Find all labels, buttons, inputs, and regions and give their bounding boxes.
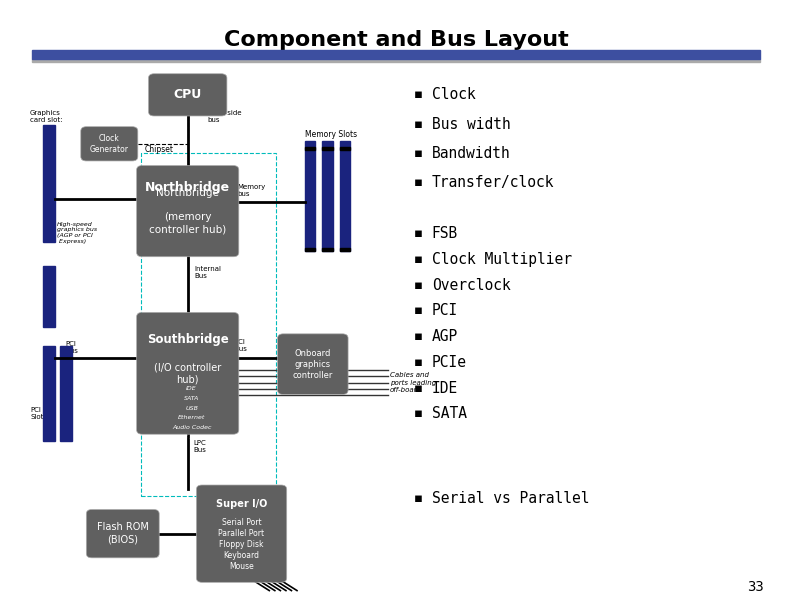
Text: ▪: ▪ [414, 381, 423, 395]
FancyBboxPatch shape [86, 509, 159, 558]
Text: Audio Codec: Audio Codec [172, 425, 211, 430]
Bar [305, 141, 315, 251]
Text: Bandwidth: Bandwidth [432, 146, 510, 161]
Text: ▪: ▪ [414, 278, 423, 292]
Text: ▪: ▪ [414, 253, 423, 266]
Bar [60, 346, 72, 441]
Text: Bus width: Bus width [432, 117, 510, 132]
Text: Graphics
card slot:: Graphics card slot: [30, 110, 63, 123]
Bar [340, 147, 350, 150]
FancyBboxPatch shape [148, 73, 227, 116]
Text: LPC
Bus: LPC Bus [193, 440, 206, 453]
Text: IDE: IDE [432, 381, 458, 395]
Bar [43, 266, 55, 327]
Text: ▪: ▪ [414, 147, 423, 160]
Text: Super I/O: Super I/O [216, 499, 267, 509]
Text: Component and Bus Layout: Component and Bus Layout [223, 30, 569, 50]
FancyBboxPatch shape [278, 334, 348, 394]
Bar [32, 50, 760, 59]
Text: Clock
Generator: Clock Generator [89, 134, 129, 154]
Bar [43, 125, 55, 242]
Text: PCI
Bus: PCI Bus [234, 339, 248, 353]
Text: IDE: IDE [186, 386, 197, 391]
FancyBboxPatch shape [136, 312, 239, 435]
Text: ▪: ▪ [414, 304, 423, 318]
Text: ▪: ▪ [414, 88, 423, 102]
Text: SATA: SATA [184, 396, 200, 401]
Text: ▪: ▪ [414, 330, 423, 343]
Text: PCI: PCI [432, 304, 458, 318]
FancyBboxPatch shape [196, 485, 287, 583]
Text: Memory
bus: Memory bus [238, 184, 265, 198]
Text: Internal
Bus: Internal Bus [194, 266, 221, 279]
Text: Southbridge: Southbridge [147, 333, 229, 346]
Text: AGP: AGP [432, 329, 458, 344]
Text: (I/O controller
hub): (I/O controller hub) [154, 362, 221, 384]
Text: Onboard
graphics
controller: Onboard graphics controller [293, 349, 333, 379]
Text: ▪: ▪ [414, 492, 423, 506]
Text: CMOS Memory: CMOS Memory [169, 435, 215, 440]
Bar [340, 141, 350, 251]
Text: ▪: ▪ [414, 407, 423, 420]
Text: Serial vs Parallel: Serial vs Parallel [432, 491, 589, 506]
Text: Memory Slots: Memory Slots [305, 130, 357, 139]
Bar [322, 147, 333, 150]
Text: PCIe: PCIe [432, 355, 466, 370]
Text: Transfer/clock: Transfer/clock [432, 176, 554, 190]
Text: Clock: Clock [432, 88, 475, 102]
Text: USB: USB [185, 406, 198, 411]
Text: SATA: SATA [432, 406, 466, 421]
Text: ▪: ▪ [414, 118, 423, 131]
Bar [322, 248, 333, 251]
Text: ▪: ▪ [414, 176, 423, 190]
Bar [305, 147, 315, 150]
Text: Northbridge

(memory
controller hub): Northbridge (memory controller hub) [149, 187, 227, 235]
Text: Chipset: Chipset [144, 146, 173, 154]
Text: Ethernet: Ethernet [178, 416, 205, 420]
Bar [322, 141, 333, 251]
Text: Northbridge: Northbridge [145, 181, 230, 195]
FancyBboxPatch shape [136, 165, 239, 257]
Text: CPU: CPU [173, 88, 202, 102]
Bar [32, 59, 760, 62]
Text: FSB: FSB [432, 226, 458, 241]
Text: Front-side
bus: Front-side bus [208, 110, 242, 123]
Text: PCI
Bus: PCI Bus [65, 341, 78, 354]
Text: ▪: ▪ [414, 227, 423, 241]
Bar [305, 248, 315, 251]
Text: Overclock: Overclock [432, 278, 510, 293]
Text: 33: 33 [748, 580, 764, 594]
Text: PCI
Slots: PCI Slots [30, 406, 47, 420]
Text: Flash ROM
(BIOS): Flash ROM (BIOS) [97, 523, 149, 545]
Text: Serial Port
Parallel Port
Floppy Disk
Keyboard
Mouse: Serial Port Parallel Port Floppy Disk Ke… [219, 496, 265, 572]
Bar [340, 248, 350, 251]
Text: High-speed
graphics bus
(AGP or PCI
 Express): High-speed graphics bus (AGP or PCI Expr… [57, 222, 97, 244]
Bar [43, 346, 55, 441]
Text: Cables and
ports leading
off-board: Cables and ports leading off-board [390, 373, 436, 392]
FancyBboxPatch shape [81, 127, 138, 161]
Text: ▪: ▪ [414, 356, 423, 369]
Text: Clock Multiplier: Clock Multiplier [432, 252, 572, 267]
